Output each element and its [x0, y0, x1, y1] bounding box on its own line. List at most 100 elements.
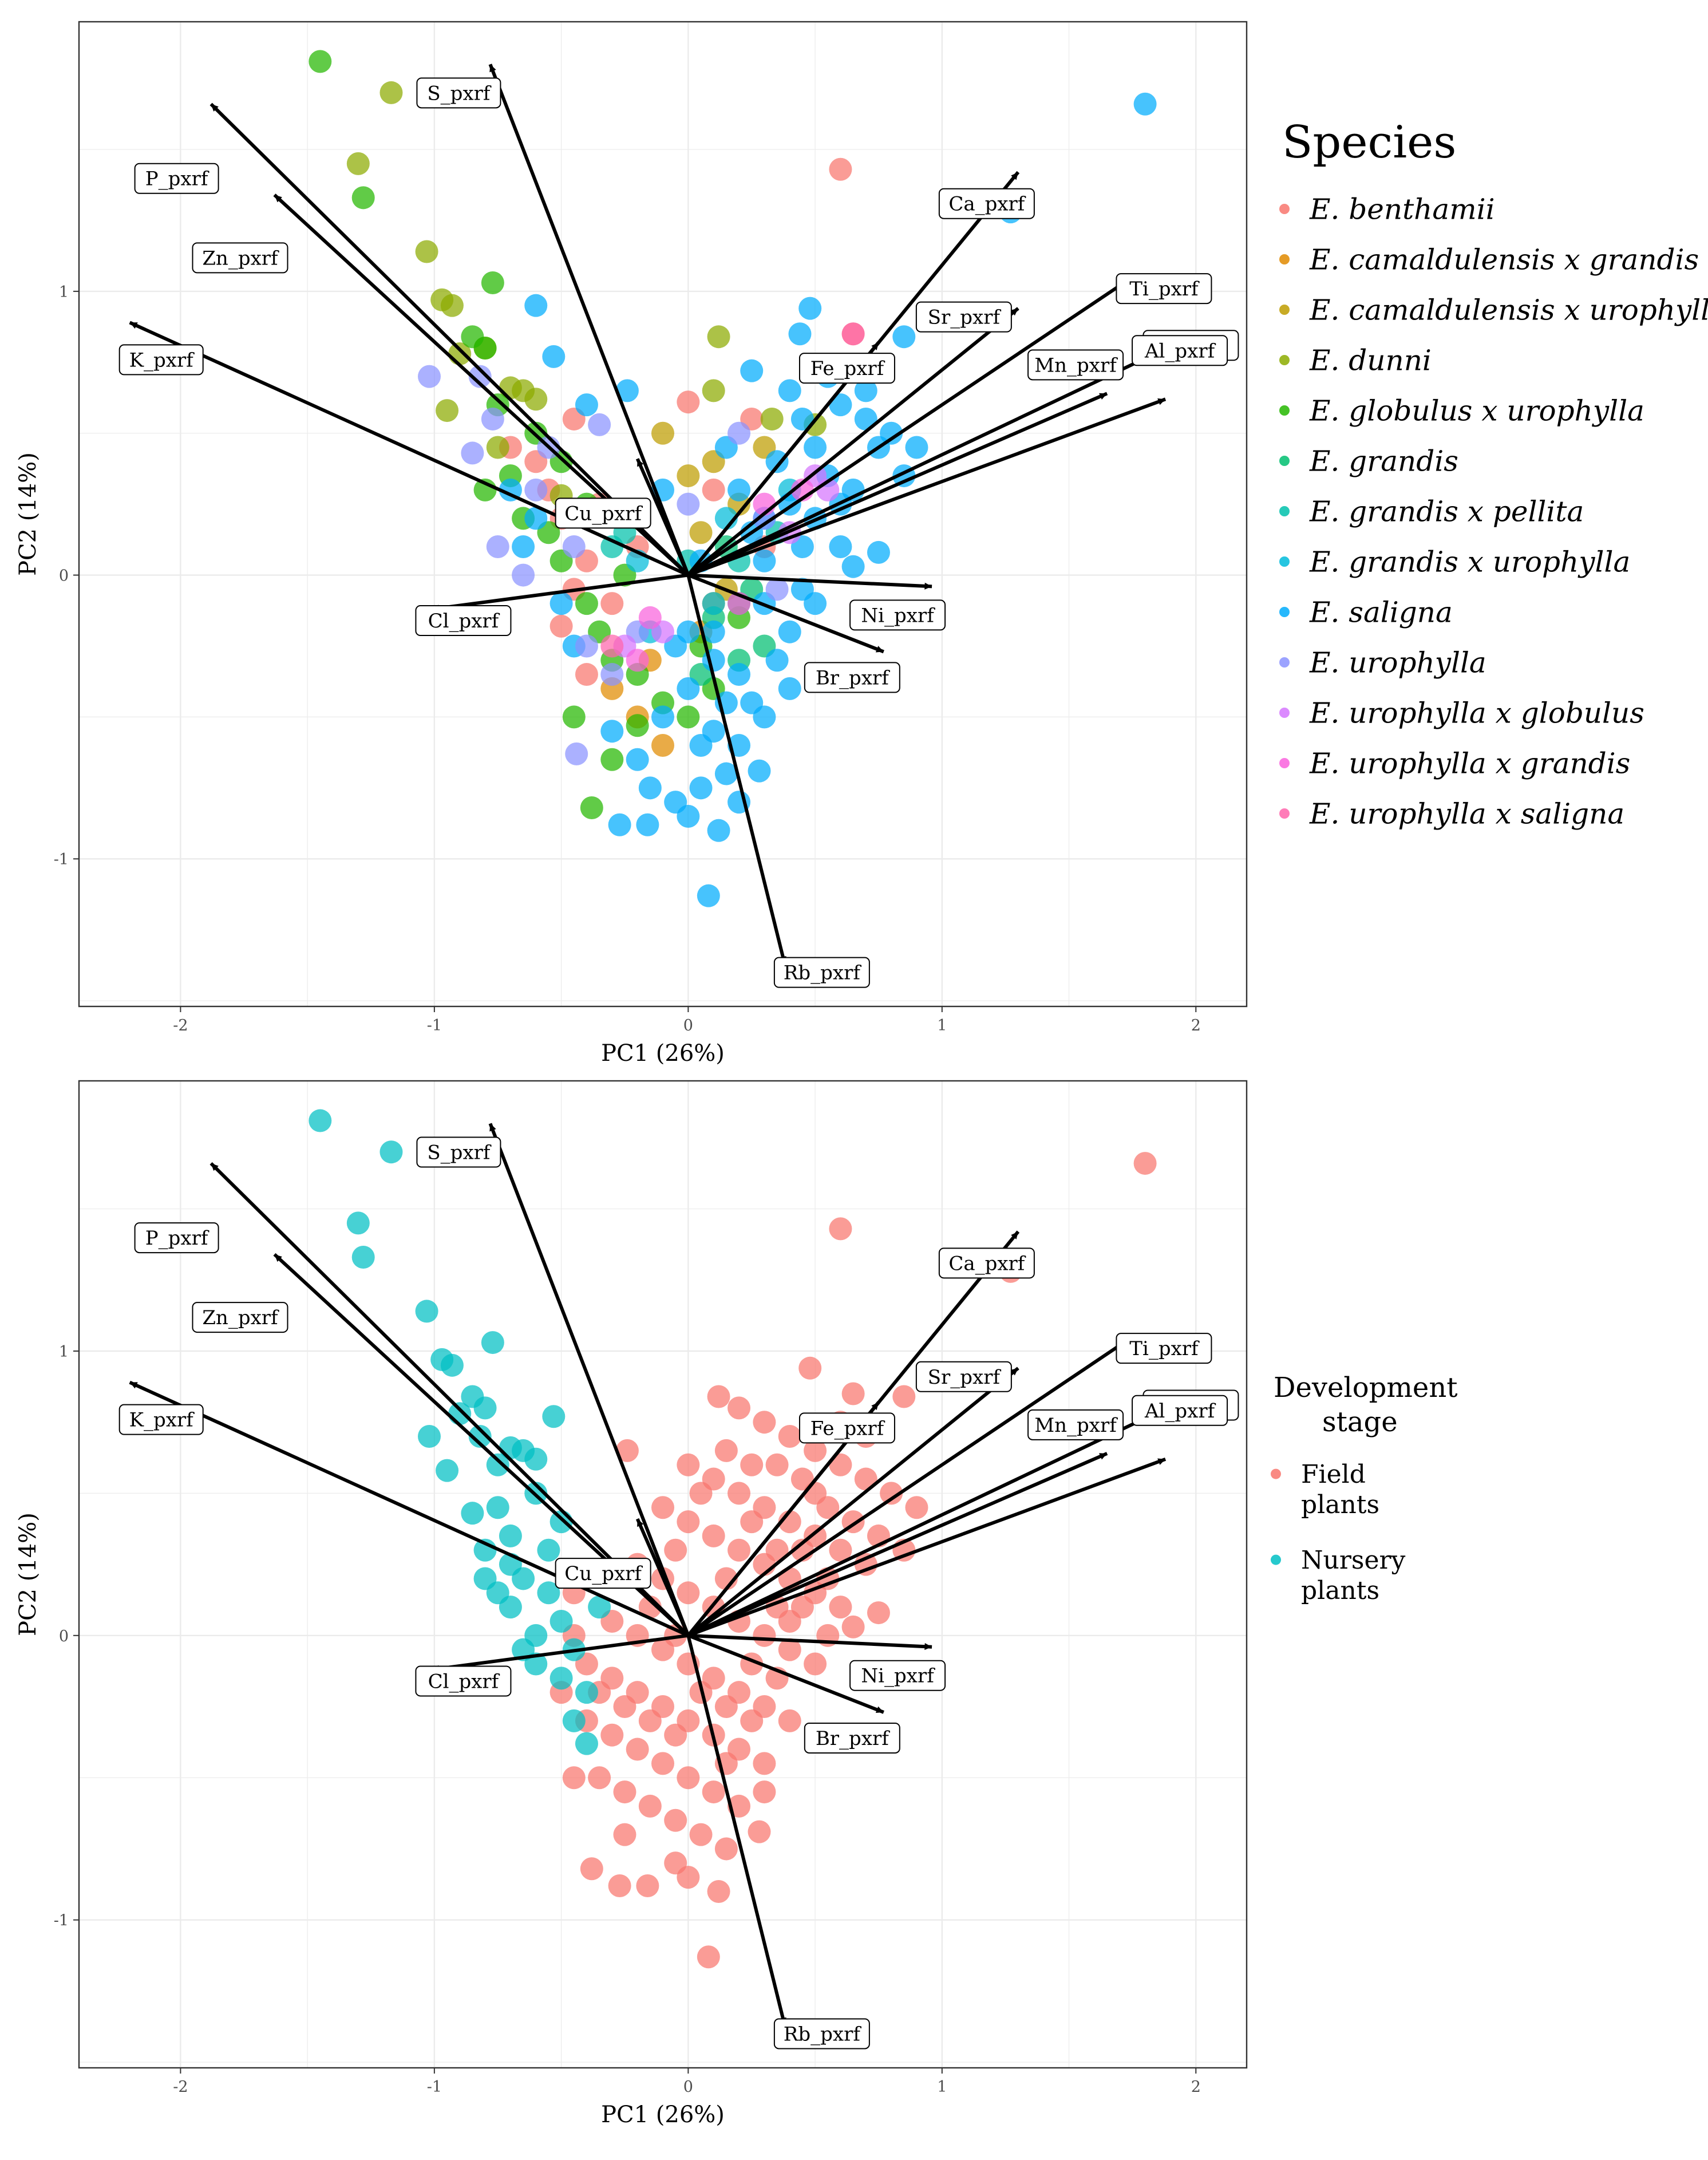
point — [562, 1709, 586, 1732]
point — [677, 677, 700, 700]
point — [689, 521, 713, 544]
point — [677, 1510, 700, 1534]
point — [677, 1453, 700, 1476]
point — [481, 407, 504, 431]
grid — [79, 22, 1247, 1006]
label-text: Mn_pxrf — [1034, 1414, 1118, 1437]
legend-entry: E. urophylla x grandis — [1279, 747, 1630, 780]
label-box — [118, 344, 204, 376]
point — [702, 592, 725, 615]
loading-label-ca-pxrf: Ca_pxrf — [938, 1247, 1035, 1279]
point — [461, 441, 484, 465]
legend-swatch — [1279, 607, 1290, 617]
loading-labels: S_pxrf P_pxrf Zn_pxrf K_pxrf Cu_pxrf Cl_pxrf C… — [118, 77, 1239, 988]
loading-arrowhead — [875, 1706, 884, 1713]
x-axis-title: PC1 (26%) — [601, 2102, 725, 2128]
point — [549, 614, 573, 638]
point — [829, 1453, 852, 1476]
loading-label-s-pxrf: S_pxrf — [416, 77, 501, 109]
label-text: Sr_pxrf — [928, 1366, 1002, 1389]
loading-arrowhead — [1011, 172, 1018, 180]
y-tick-label: 0 — [59, 567, 69, 585]
point — [651, 733, 674, 757]
point — [765, 1453, 789, 1476]
point — [575, 592, 598, 615]
point — [778, 1638, 801, 1661]
point — [613, 1823, 636, 1846]
loading-label-ti-pxrf: Ti_pxrf — [1116, 273, 1212, 305]
point — [778, 677, 801, 700]
point — [512, 535, 535, 559]
loading-arrowhead — [274, 195, 282, 203]
label-text: Rb_pxrf — [784, 962, 862, 985]
label-text: Mn_pxrf — [1034, 354, 1118, 377]
loading-arrowhead — [924, 582, 932, 590]
label-text: Br_pxrf — [816, 1727, 890, 1750]
point — [351, 1246, 375, 1269]
point — [512, 563, 535, 587]
point — [626, 649, 649, 672]
point — [798, 1356, 822, 1380]
axes: -2 -1 0 1 2 -1 0 1 PC1 (26%) PC2 (14%) — [15, 1343, 1201, 2128]
y-axis-title: PC2 (14%) — [15, 452, 41, 576]
loading-arrowhead — [637, 1519, 644, 1527]
label-box — [192, 242, 288, 274]
label-box — [1116, 1333, 1212, 1364]
legend-swatch — [1279, 254, 1290, 264]
legend-swatch — [1279, 355, 1290, 365]
label-text: Ca_pxrf — [948, 193, 1026, 216]
point — [651, 1752, 674, 1775]
label-box — [415, 605, 512, 637]
point — [707, 325, 730, 349]
loading-arrowhead — [489, 64, 496, 73]
y-tick-label: 1 — [59, 283, 69, 301]
loading-arrowhead — [129, 1382, 138, 1389]
legend-title: Species — [1282, 117, 1456, 168]
legend-label: Field — [1301, 1460, 1366, 1489]
loading-label-ca-pxrf: Ca_pxrf — [938, 188, 1035, 219]
point — [714, 762, 738, 785]
point — [697, 884, 720, 907]
point — [765, 1538, 789, 1562]
label-text: Sr_pxrf — [928, 306, 1002, 329]
point — [415, 1300, 438, 1323]
loading-label-p-pxrf: P_pxrf — [134, 163, 219, 194]
point — [728, 478, 751, 502]
legend-entry: E. camaldulensis x urophylla — [1279, 294, 1708, 327]
loading-arrow — [687, 1457, 1167, 1637]
label-box — [1027, 349, 1124, 381]
point — [707, 1385, 730, 1408]
legend-swatch — [1279, 657, 1290, 668]
loading-label-cu-pxrf: Cu_pxrf — [555, 497, 651, 529]
point — [415, 240, 438, 263]
loading-arrow — [129, 1380, 689, 1637]
loading-arrow — [687, 275, 1134, 577]
loading-arrow — [488, 1123, 690, 1636]
point — [778, 620, 801, 643]
label-box — [118, 1404, 204, 1435]
loading-label-fe-pxrf: Fe_pxrf — [798, 353, 895, 384]
point — [626, 714, 649, 737]
loading-arrow — [687, 392, 1108, 577]
point — [565, 742, 588, 765]
label-box — [798, 353, 895, 384]
point — [600, 748, 624, 771]
axes: -2 -1 0 1 2 -1 0 1 PC1 (26%) PC2 (14%) — [15, 283, 1201, 1067]
point — [702, 379, 725, 402]
loading-label-cu-pxrf: Cu_pxrf — [555, 1558, 651, 1589]
point — [486, 436, 509, 459]
point — [549, 592, 573, 615]
point — [748, 759, 771, 783]
loading-arrow — [686, 1635, 786, 2026]
loading-arrow — [687, 1452, 1108, 1637]
loading-arrowhead — [1099, 1453, 1108, 1460]
loading-arrowhead — [1011, 1231, 1018, 1239]
point — [499, 1524, 522, 1547]
point — [549, 1667, 573, 1690]
loading-label-al-pxrf: Al_pxrf — [1132, 335, 1228, 366]
point — [689, 776, 713, 800]
point — [778, 1425, 801, 1448]
point — [486, 1453, 509, 1476]
